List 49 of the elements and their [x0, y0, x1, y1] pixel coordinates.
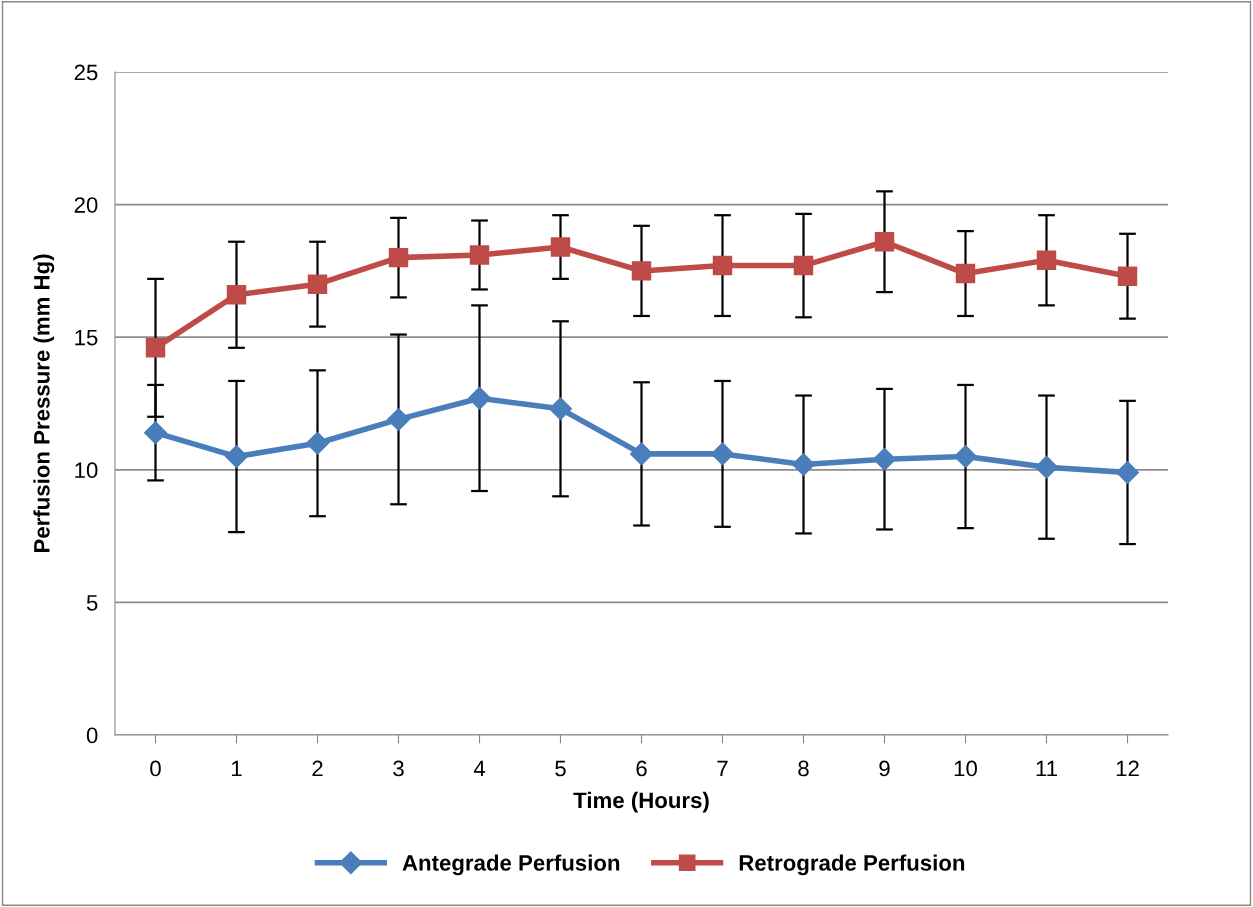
point — [550, 237, 571, 257]
point — [954, 445, 977, 469]
legend-label: Antegrade Perfusion — [402, 854, 620, 876]
x-tick-label: 11 — [1036, 760, 1057, 777]
point — [873, 447, 896, 471]
x-tick-label: 8 — [798, 760, 809, 777]
point — [793, 255, 814, 276]
point — [1036, 250, 1057, 271]
x-tick-label: 0 — [150, 760, 161, 777]
point — [307, 274, 328, 294]
y-tick-label: 5 — [86, 595, 98, 611]
x-tick-label: 6 — [636, 760, 647, 777]
x-tick-label: 3 — [393, 760, 404, 777]
y-axis-title: Perfusion Pressure (mm Hg) — [33, 254, 55, 553]
point — [226, 285, 247, 305]
point — [1117, 266, 1138, 286]
x-tick-label: 10 — [954, 760, 977, 777]
point — [387, 407, 410, 431]
point — [388, 247, 409, 268]
x-tick-label: 7 — [717, 760, 728, 777]
y-tick-label: 20 — [74, 197, 98, 213]
y-tick-label: 25 — [74, 64, 98, 81]
point — [144, 421, 167, 445]
point — [630, 442, 653, 466]
x-tick-label: 5 — [555, 760, 566, 777]
point — [712, 255, 733, 276]
y-tick-label: 10 — [75, 462, 98, 479]
y-tick-label: 15 — [75, 329, 98, 346]
legend-label: Retrograde Perfusion — [739, 854, 965, 876]
x-tick-label: 12 — [1116, 760, 1139, 777]
point — [1035, 455, 1058, 479]
x-tick-label: 4 — [473, 760, 486, 777]
point — [792, 452, 815, 476]
x-tick-label: 2 — [312, 760, 323, 777]
point — [468, 386, 491, 410]
x-axis-title: Time (Hours) — [573, 791, 709, 813]
point — [631, 261, 652, 281]
point — [145, 338, 166, 358]
point — [306, 431, 329, 455]
x-tick-label: 1 — [232, 760, 242, 777]
point — [955, 263, 976, 284]
x-tick-label: 9 — [879, 760, 890, 777]
y-tick-label: 0 — [86, 727, 98, 744]
point — [469, 245, 490, 265]
point — [874, 232, 895, 252]
point — [549, 397, 572, 421]
point — [1116, 460, 1139, 484]
point — [711, 442, 734, 466]
point — [225, 445, 248, 469]
